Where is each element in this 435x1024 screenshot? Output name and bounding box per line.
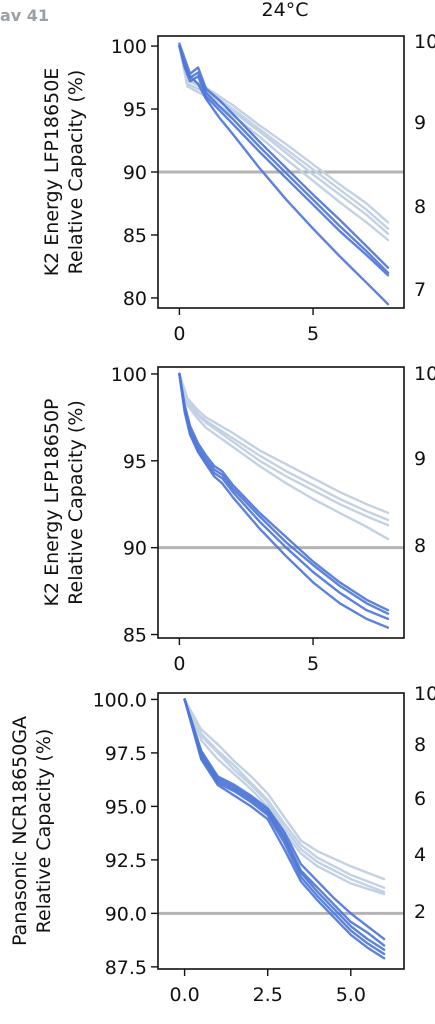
cycle-aged-series	[178, 44, 390, 277]
y-axis-label: K2 Energy LFP18650E	[41, 68, 63, 277]
x-tick-label: 0	[173, 653, 185, 675]
calendar-aged-series	[178, 372, 390, 515]
x-tick-label: 2.5	[253, 984, 283, 1006]
y-tick-label: 87.5	[105, 957, 147, 979]
y-tick-label: 95	[123, 99, 147, 121]
y-axis-label: Relative Capacity (%)	[65, 70, 87, 275]
cycle-aged-series	[178, 372, 390, 621]
plot-area	[158, 372, 404, 629]
y-tick-label: 90	[123, 162, 147, 184]
cycle-aged-series	[178, 372, 390, 612]
neighbor-tick-label: 9	[414, 448, 426, 470]
cycle-aged-series	[178, 372, 390, 615]
cycle-aged-series	[178, 372, 390, 629]
neighbor-tick-label: 10	[414, 31, 435, 53]
neighbor-tick-label: 8	[414, 535, 426, 557]
plot-area	[158, 42, 404, 306]
y-tick-label: 100	[111, 364, 147, 386]
y-tick-label: 97.5	[105, 743, 147, 765]
calendar-aged-series	[178, 372, 390, 527]
y-tick-label: 85	[123, 625, 147, 647]
axes-frame	[157, 366, 405, 639]
x-tick-label: 5	[307, 653, 319, 675]
neighbor-tick-label: 2	[414, 901, 426, 923]
calendar-aged-series	[178, 44, 390, 242]
y-tick-label: 92.5	[105, 850, 147, 872]
y-axis-label: K2 Energy LFP18650P	[41, 398, 63, 606]
neighbor-tick-label: 7	[414, 279, 426, 301]
calendar-aged-series	[183, 698, 386, 881]
cycle-aged-series	[183, 698, 386, 960]
axes-frame	[157, 692, 405, 970]
cycle-aged-series	[178, 42, 390, 269]
neighbor-tick-label: 9	[414, 112, 426, 134]
neighbor-tick-label: 4	[414, 844, 426, 866]
y-tick-label: 90.0	[105, 903, 147, 925]
neighbor-tick-label: 10	[414, 363, 435, 385]
panel-title: 24°C	[262, 0, 309, 21]
y-axis-label: Panasonic NCR18650GA	[9, 716, 31, 946]
x-tick-label: 0.0	[169, 984, 199, 1006]
x-tick-label: 5	[307, 323, 319, 345]
y-tick-label: 95	[123, 451, 147, 473]
panel-3: 87.5 90.0 92.5 95.0 97.5 100.0 0.0 2.5 5.0 Panaso…	[9, 683, 435, 1006]
y-tick-label: 90	[123, 538, 147, 560]
corner-badge: av 41	[0, 6, 49, 25]
y-axis-label: Relative Capacity (%)	[33, 729, 55, 934]
y-tick-label: 100.0	[93, 689, 147, 711]
neighbor-tick-label: 10	[414, 683, 435, 705]
calendar-aged-series	[183, 698, 386, 894]
plot-area	[158, 698, 404, 960]
x-tick-label: 5.0	[336, 984, 366, 1006]
cycle-aged-series	[178, 44, 390, 274]
y-tick-label: 95.0	[105, 796, 147, 818]
y-tick-label: 85	[123, 225, 147, 247]
neighbor-tick-label: 6	[414, 788, 426, 810]
neighbor-tick-label: 8	[414, 734, 426, 756]
calendar-aged-series	[183, 698, 386, 889]
y-tick-label: 100	[111, 36, 147, 58]
cycle-aged-series	[178, 44, 390, 306]
panel-2: 85 90 95 100 0 5 K2 Energy LFP18650P Relative C…	[41, 363, 435, 675]
x-tick-label: 0	[173, 323, 185, 345]
calendar-aged-series	[178, 44, 390, 230]
panel-1: 80 85 90 95 100 0 5 K2 Energy LFP18650E Relative…	[41, 0, 435, 345]
calendar-aged-series	[183, 698, 386, 896]
y-tick-label: 80	[123, 288, 147, 310]
neighbor-tick-label: 8	[414, 196, 426, 218]
calendar-aged-series	[178, 44, 390, 235]
calendar-aged-series	[178, 372, 390, 522]
y-axis-label: Relative Capacity (%)	[65, 400, 87, 605]
calendar-aged-series	[178, 372, 390, 541]
